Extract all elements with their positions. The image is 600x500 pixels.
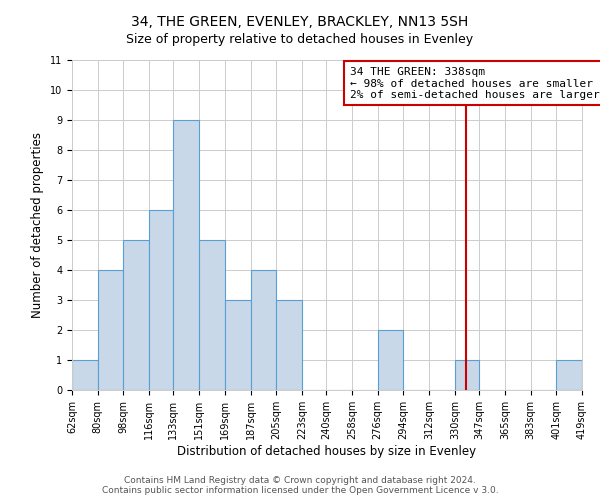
Bar [556, 360, 582, 390]
Bar [378, 330, 403, 390]
Bar [124, 240, 149, 390]
Text: Size of property relative to detached houses in Evenley: Size of property relative to detached ho… [127, 32, 473, 46]
Bar [149, 210, 173, 390]
Bar [98, 270, 124, 390]
Bar [455, 360, 479, 390]
Bar [173, 120, 199, 390]
Text: 34 THE GREEN: 338sqm
← 98% of detached houses are smaller (42)
2% of semi-detach: 34 THE GREEN: 338sqm ← 98% of detached h… [350, 66, 600, 100]
Y-axis label: Number of detached properties: Number of detached properties [31, 132, 44, 318]
Bar [72, 360, 98, 390]
Bar [199, 240, 225, 390]
Bar [276, 300, 302, 390]
Bar [251, 270, 276, 390]
Bar [225, 300, 251, 390]
Text: Contains HM Land Registry data © Crown copyright and database right 2024.
Contai: Contains HM Land Registry data © Crown c… [101, 476, 499, 495]
X-axis label: Distribution of detached houses by size in Evenley: Distribution of detached houses by size … [178, 444, 476, 458]
Text: 34, THE GREEN, EVENLEY, BRACKLEY, NN13 5SH: 34, THE GREEN, EVENLEY, BRACKLEY, NN13 5… [131, 15, 469, 29]
